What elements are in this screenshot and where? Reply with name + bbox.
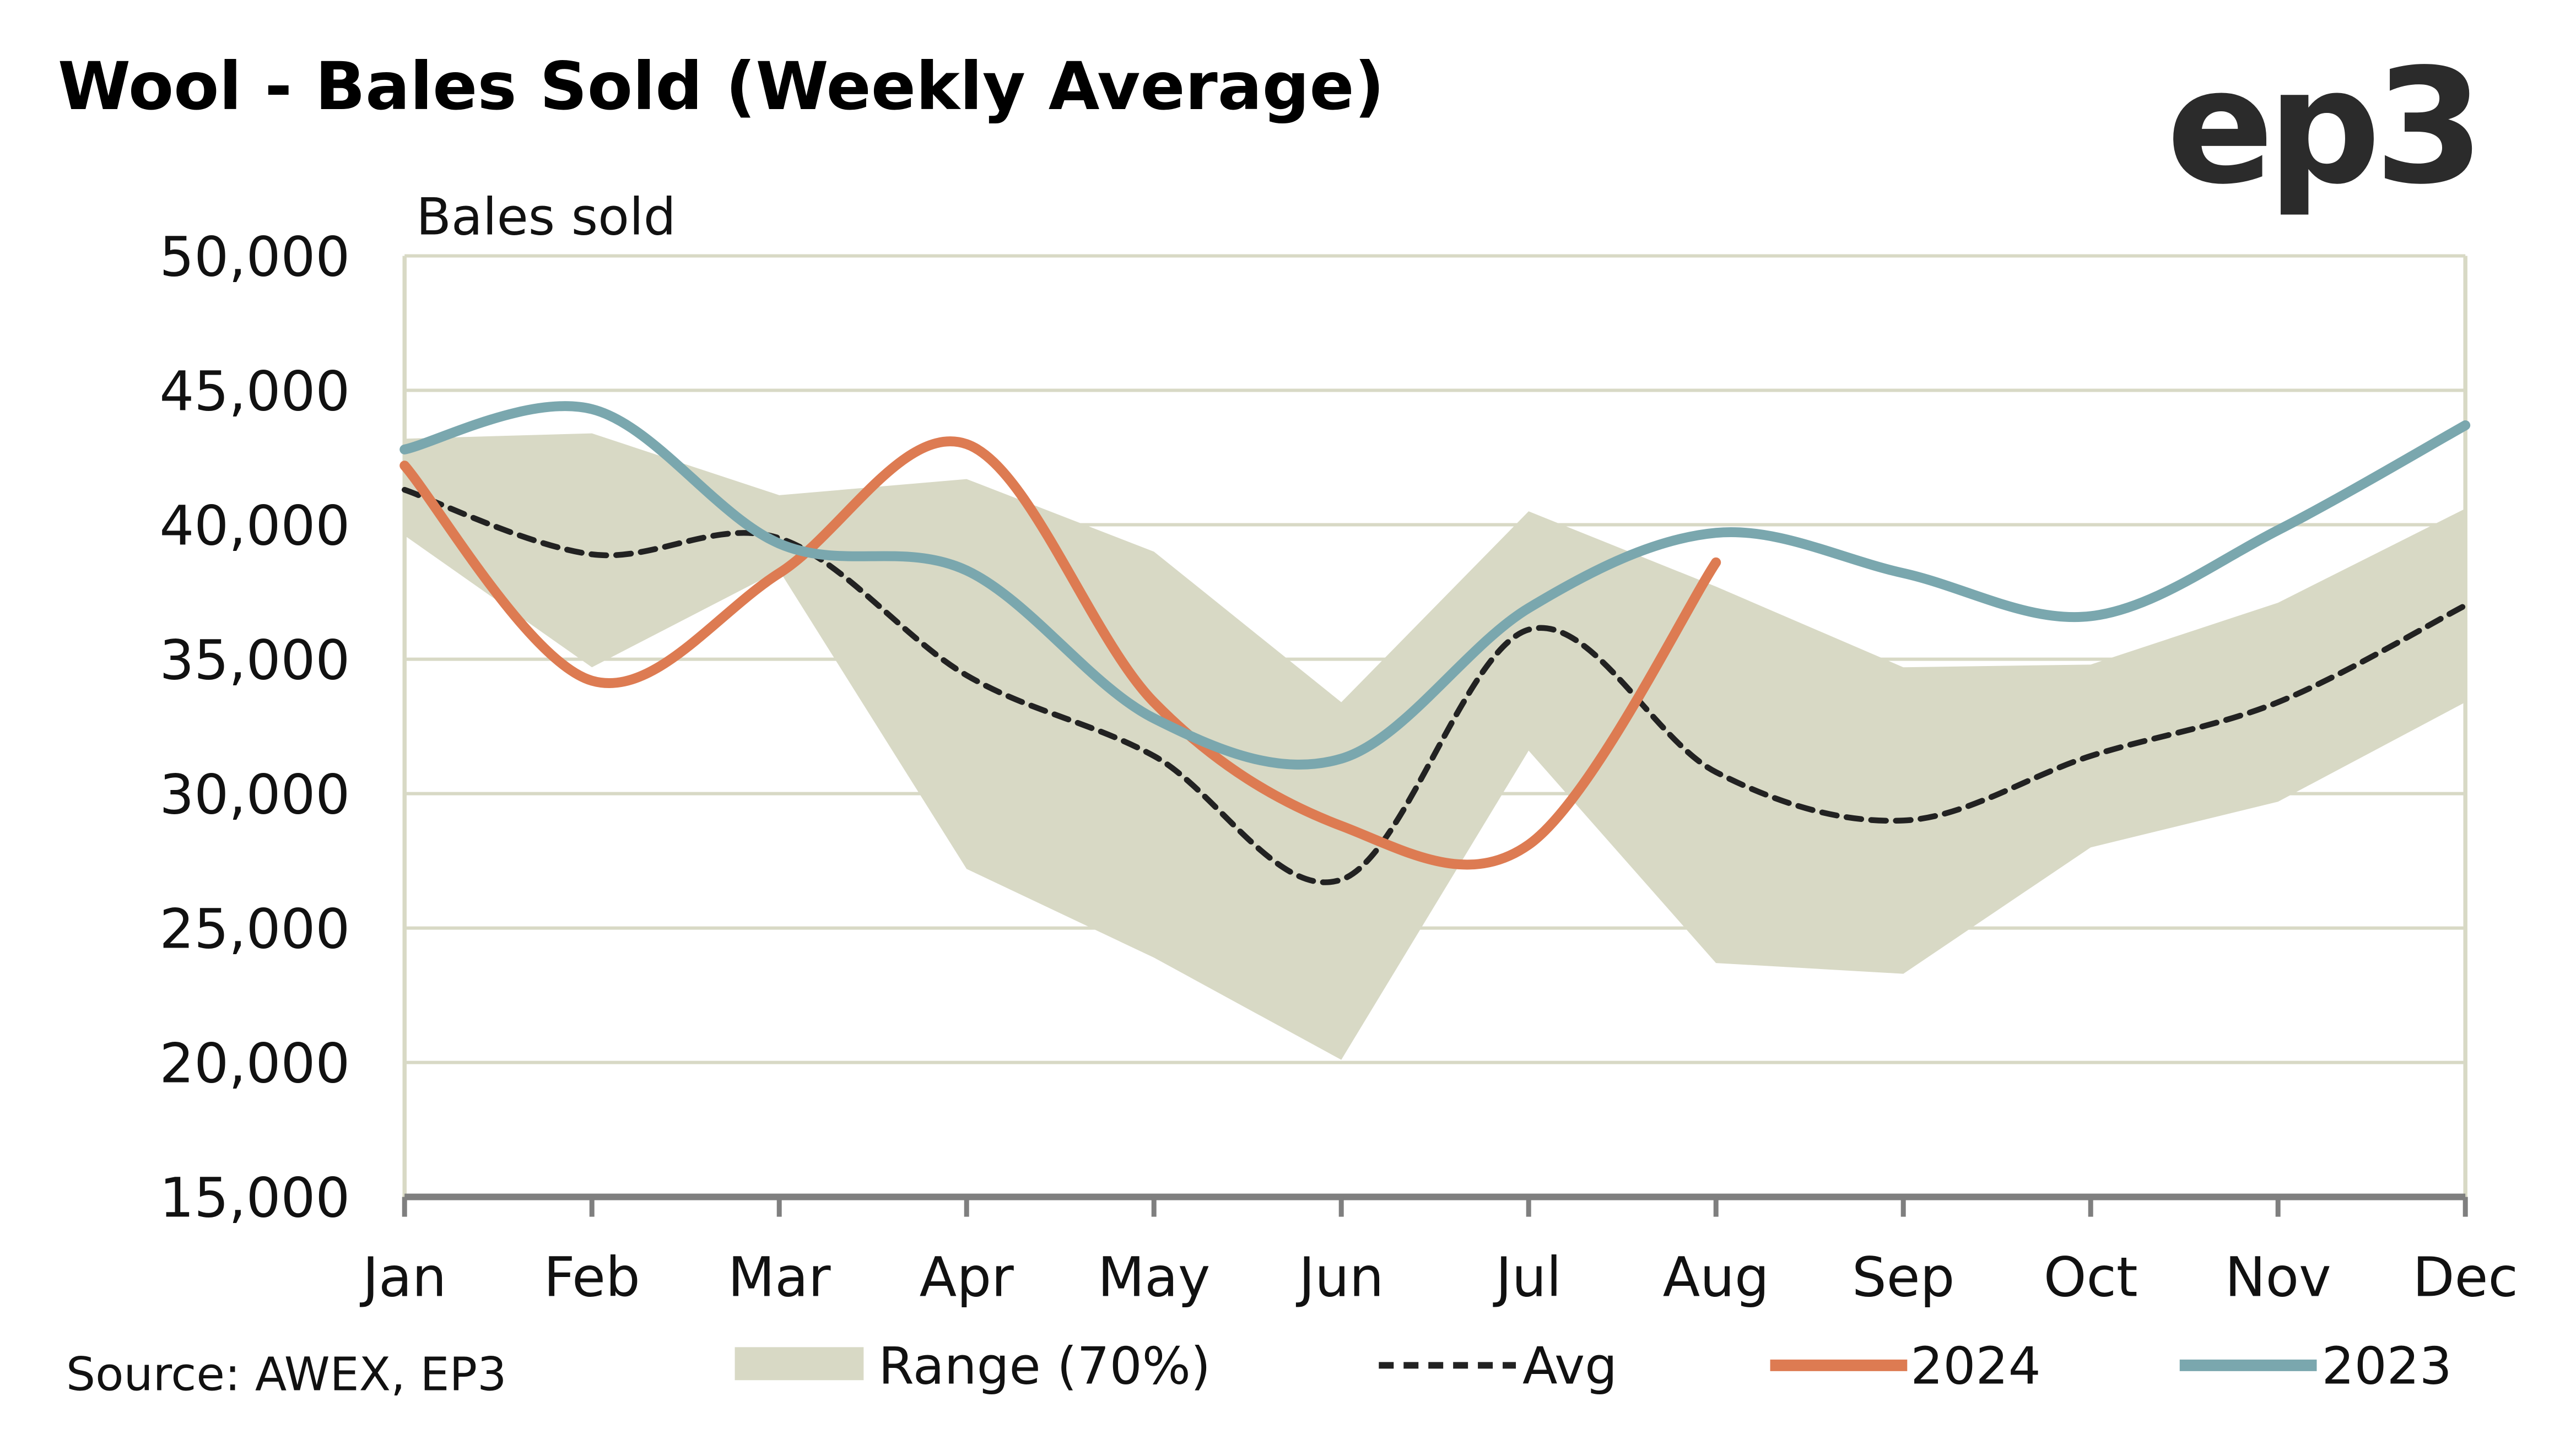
x-tick-label: Oct [2044, 1246, 2138, 1309]
legend-2023-label: 2023 [2321, 1336, 2451, 1395]
svg-text:ep3: ep3 [2167, 35, 2478, 219]
legend-2024-label: 2024 [1910, 1336, 2040, 1395]
y-tick-label: 30,000 [159, 764, 350, 827]
y-axis-label: Bales sold [416, 187, 676, 247]
x-tick-label: Mar [728, 1246, 831, 1309]
y-tick-label: 25,000 [159, 898, 350, 961]
series-2024-line [399, 436, 1721, 870]
x-tick-label: Apr [920, 1246, 1014, 1309]
series-2023-line [399, 401, 2471, 770]
chart-title: Wool - Bales Sold (Weekly Average) [58, 48, 1385, 125]
x-tick-label: Sep [1852, 1246, 1954, 1309]
y-tick-label: 20,000 [159, 1032, 350, 1096]
x-tick-label: Dec [2413, 1246, 2518, 1309]
ep3-logo: ep3 [2167, 35, 2485, 219]
legend: Range (70%) Avg 2024 2023 [735, 1336, 2452, 1395]
y-tick-label: 15,000 [159, 1167, 350, 1230]
y-tick-label: 40,000 [159, 495, 350, 558]
x-tick-label: Jul [1493, 1246, 1562, 1309]
x-tick-label: Feb [544, 1246, 640, 1309]
x-tick-label: Aug [1663, 1246, 1769, 1309]
source-note: Source: AWEX, EP3 [66, 1347, 507, 1401]
x-tick-label: Jun [1295, 1246, 1384, 1309]
x-tick-label: Jan [359, 1246, 446, 1309]
y-tick-label: 45,000 [159, 360, 350, 423]
y-tick-label: 50,000 [159, 225, 350, 289]
x-tick-label: Nov [2225, 1246, 2331, 1309]
legend-range-label: Range (70%) [878, 1336, 1211, 1395]
y-tick-label: 35,000 [159, 629, 350, 692]
legend-range-swatch [735, 1347, 864, 1381]
range-band [404, 433, 2466, 1060]
legend-avg-label: Avg [1522, 1336, 1617, 1395]
x-tick-label: May [1098, 1246, 1210, 1309]
